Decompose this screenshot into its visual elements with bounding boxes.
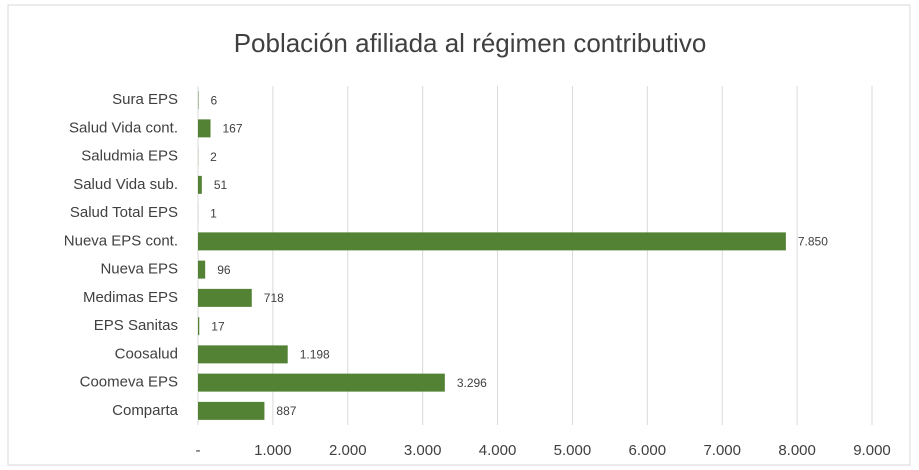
y-tick-label: Comparta <box>112 402 179 419</box>
value-label: 1 <box>210 206 217 220</box>
chart-title: Población afiliada al régimen contributi… <box>234 28 707 58</box>
bar <box>198 401 265 420</box>
bar <box>198 345 288 364</box>
x-tick-label: 7.000 <box>703 442 741 459</box>
y-tick-label: Coosalud <box>115 345 178 362</box>
x-tick-label: 3.000 <box>404 442 442 459</box>
x-tick-label: 1.000 <box>254 442 292 459</box>
value-label: 17 <box>211 319 225 333</box>
x-tick-label: 9.000 <box>853 442 891 459</box>
value-label: 718 <box>264 291 284 305</box>
value-label: 887 <box>276 404 296 418</box>
y-tick-label: Coomeva EPS <box>80 374 178 391</box>
x-tick-label: 5.000 <box>554 442 592 459</box>
y-tick-label: EPS Sanitas <box>94 317 178 334</box>
bar <box>198 232 786 251</box>
x-tick-label: - <box>196 442 201 459</box>
bar <box>198 317 200 336</box>
x-tick-label: 8.000 <box>778 442 816 459</box>
x-tick-label: 2.000 <box>329 442 367 459</box>
bar <box>198 119 211 138</box>
value-label: 2 <box>210 150 217 164</box>
y-tick-label: Salud Vida cont. <box>69 119 178 136</box>
bar <box>198 260 206 279</box>
y-tick-label: Saludmia EPS <box>81 148 178 165</box>
value-label: 1.198 <box>300 348 330 362</box>
y-tick-label: Nueva EPS cont. <box>64 232 178 249</box>
value-label: 167 <box>223 122 243 136</box>
y-tick-label: Sura EPS <box>112 91 178 108</box>
y-tick-label: Nueva EPS <box>100 261 178 278</box>
value-label: 3.296 <box>457 376 487 390</box>
value-label: 7.850 <box>798 235 828 249</box>
y-tick-label: Medimas EPS <box>83 289 178 306</box>
x-tick-label: 4.000 <box>479 442 517 459</box>
x-tick-label: 6.000 <box>629 442 667 459</box>
bar <box>198 288 252 307</box>
value-label: 96 <box>217 263 231 277</box>
bar <box>198 175 202 194</box>
bar <box>198 373 445 392</box>
y-tick-label: Salud Vida sub. <box>73 176 178 193</box>
value-label: 51 <box>214 178 228 192</box>
value-label: 6 <box>210 93 217 107</box>
y-tick-label: Salud Total EPS <box>70 204 178 221</box>
